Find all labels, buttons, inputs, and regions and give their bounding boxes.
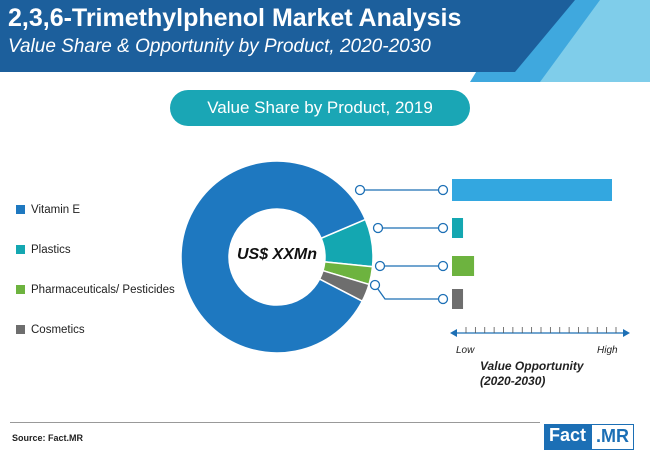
legend-swatch-pharmaceuticals (16, 285, 25, 294)
donut-center-label: US$ XXMn (237, 246, 317, 263)
connector-dot-vitamin-e-end (437, 184, 449, 196)
logo-part-fact: Fact (544, 424, 592, 450)
axis-low-label: Low (456, 345, 475, 356)
factmr-logo: Fact .MR (544, 424, 635, 450)
legend-swatch-plastics (16, 245, 25, 254)
legend-label-vitamin-e: Vitamin E (31, 204, 81, 216)
legend-item-pharmaceuticals: Pharmaceuticals/ Pesticides (16, 284, 175, 298)
axis-title: Value Opportunity (2020-2030) (480, 359, 584, 389)
legend-item-vitamin-e: Vitamin E (16, 204, 80, 218)
connector-dot-pharmaceuticals-end (437, 260, 449, 272)
header-background (0, 0, 575, 72)
connector-dot-cosmetics-end (437, 293, 449, 305)
connector-dot-plastics-start (372, 222, 384, 234)
connector-dot-vitamin-e-start (354, 184, 366, 196)
legend-item-plastics: Plastics (16, 244, 71, 258)
donut-slice-vitamin-e (180, 160, 367, 354)
axis-title-line1: Value Opportunity (480, 359, 584, 373)
legend-label-cosmetics: Cosmetics (31, 324, 85, 336)
connector-dot-plastics-end (437, 222, 449, 234)
opportunity-bars (452, 179, 612, 309)
chart-title: 2,3,6-Trimethylphenol Market Analysis (8, 4, 462, 32)
chart-subtitle: Value Share & Opportunity by Product, 20… (8, 36, 431, 57)
axis-high-label: High (597, 345, 618, 356)
opportunity-bar-pharmaceuticals (452, 256, 475, 276)
opportunity-axis (450, 327, 630, 337)
connector-line-cosmetics (374, 284, 443, 300)
donut-slices (180, 160, 374, 354)
connector-dot-cosmetics-start (369, 279, 381, 291)
legend-label-plastics: Plastics (31, 244, 71, 256)
axis-title-line2: (2020-2030) (480, 374, 546, 388)
opportunity-bar-cosmetics (452, 289, 464, 309)
legend-label-pharmaceuticals: Pharmaceuticals/ Pesticides (31, 284, 175, 296)
connector-dot-pharmaceuticals-start (374, 260, 386, 272)
legend-item-cosmetics: Cosmetics (16, 324, 85, 338)
header-banner (0, 0, 650, 82)
logo-part-mr: .MR (591, 424, 635, 450)
footer-divider (10, 422, 540, 423)
opportunity-bar-vitamin-e (452, 179, 612, 201)
connectors (354, 184, 449, 305)
axis-arrow-left (450, 329, 457, 337)
axis-arrow-right (623, 329, 630, 337)
section-title-pill: Value Share by Product, 2019 (170, 90, 470, 126)
legend-swatch-vitamin-e (16, 205, 25, 214)
source-note: Source: Fact.MR (12, 433, 84, 443)
legend-swatch-cosmetics (16, 325, 25, 334)
opportunity-bar-plastics (452, 218, 464, 238)
